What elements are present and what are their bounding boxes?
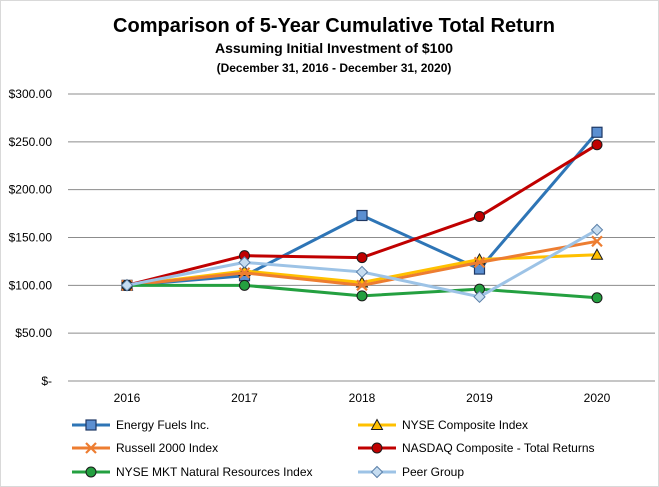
legend-marker <box>85 466 97 478</box>
legend: Energy Fuels Inc. NYSE Composite Index Rus… <box>72 418 595 479</box>
y-tick-label: $200.00 <box>9 183 53 197</box>
chart-title: Comparison of 5-Year Cumulative Total Re… <box>113 15 555 37</box>
series-nyse-mkt-natural-resources-index <box>121 279 603 304</box>
x-tick-label: 2020 <box>584 391 611 405</box>
data-point-russell-2000-index <box>238 267 251 279</box>
x-tick-label: 2019 <box>466 391 493 405</box>
data-point-nyse-mkt-natural-resources-index <box>239 279 250 291</box>
y-tick-label: $300.00 <box>9 87 53 101</box>
legend-marker <box>370 465 384 479</box>
legend-label: Peer Group <box>402 465 464 479</box>
data-point-peer-group <box>120 279 134 292</box>
series-lines <box>120 126 604 304</box>
chart-date-range: (December 31, 2016 - December 31, 2020) <box>217 61 452 75</box>
data-point-energy-fuels-inc <box>356 209 368 222</box>
legend-item-peer-group: Peer Group <box>358 465 464 479</box>
legend-label: NASDAQ Composite - Total Returns <box>402 441 595 455</box>
series-peer-group <box>120 223 604 304</box>
data-point-nyse-composite-index <box>590 248 604 260</box>
data-point-russell-2000-index <box>591 235 603 248</box>
data-point-peer-group <box>473 290 486 304</box>
data-point-russell-2000-index-stroke <box>356 279 368 292</box>
data-point-peer-group <box>355 265 369 279</box>
legend-marker-stroke <box>85 442 97 454</box>
data-point-nasdaq-composite-total-returns <box>356 252 368 264</box>
x-axis-ticks: 2016 2017 2018 2019 2020 <box>114 391 611 405</box>
y-tick-label: $250.00 <box>9 135 53 149</box>
legend-label: NYSE MKT Natural Resources Index <box>116 465 313 479</box>
x-tick-label: 2018 <box>349 391 376 405</box>
legend-label: Russell 2000 Index <box>116 441 218 455</box>
legend-item-russell-2000-index: Russell 2000 Index <box>72 441 218 455</box>
y-tick-label: $- <box>41 374 52 388</box>
data-point-russell-2000-index-stroke <box>591 235 603 248</box>
legend-marker <box>85 419 97 431</box>
data-point-peer-group <box>238 256 251 269</box>
x-tick-label: 2017 <box>231 391 258 405</box>
legend-marker <box>370 418 384 430</box>
data-point-nasdaq-composite-total-returns <box>591 139 603 151</box>
legend-label: NYSE Composite Index <box>402 418 528 432</box>
chart-subtitle: Assuming Initial Investment of $100 <box>215 40 453 56</box>
data-point-nasdaq-composite-total-returns <box>474 210 485 222</box>
y-tick-label: $150.00 <box>9 231 53 245</box>
y-tick-label: $50.00 <box>15 326 52 340</box>
data-point-russell-2000-index-stroke <box>473 256 486 269</box>
legend-item-nyse-composite-index: NYSE Composite Index <box>358 418 528 432</box>
y-tick-label: $100.00 <box>9 278 53 292</box>
legend-item-energy-fuels-inc: Energy Fuels Inc. <box>72 418 209 432</box>
data-point-peer-group <box>590 223 604 237</box>
legend-item-nasdaq-composite-total-returns: NASDAQ Composite - Total Returns <box>358 441 595 455</box>
data-point-nyse-mkt-natural-resources-index <box>356 290 368 302</box>
data-point-russell-2000-index-stroke <box>238 267 251 279</box>
data-point-nyse-mkt-natural-resources-index <box>591 292 603 304</box>
data-point-russell-2000-index <box>473 256 486 269</box>
gridlines <box>68 93 655 382</box>
x-tick-label: 2016 <box>114 391 141 405</box>
data-point-energy-fuels-inc <box>591 126 603 138</box>
legend-item-nyse-mkt-natural-resources-index: NYSE MKT Natural Resources Index <box>72 465 313 479</box>
legend-label: Energy Fuels Inc. <box>116 418 209 432</box>
data-point-russell-2000-index <box>356 279 368 292</box>
legend-marker <box>85 442 97 454</box>
legend-marker <box>371 442 383 454</box>
y-axis-ticks: $- $50.00 $100.00 $150.00 $200.00 $250.00 $300… <box>9 87 53 388</box>
